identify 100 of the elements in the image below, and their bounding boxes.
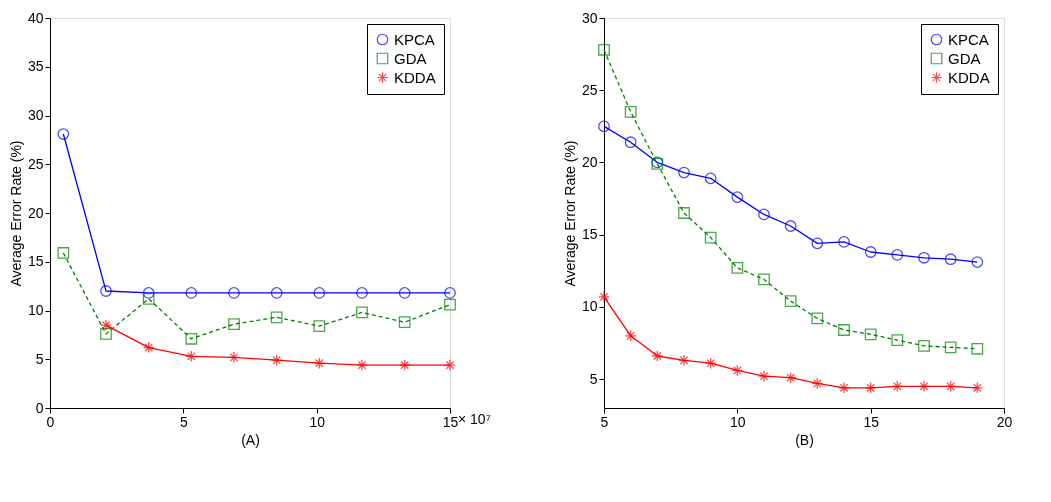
point: [918, 339, 930, 352]
point: [624, 105, 637, 118]
point: [142, 287, 155, 299]
point: [356, 287, 368, 299]
point: [100, 328, 112, 340]
point: [398, 287, 411, 299]
legend-label: KPCA: [394, 30, 435, 48]
point: [731, 261, 744, 274]
x-axis-title: (B): [795, 431, 814, 448]
y-tick-label: 0: [35, 399, 44, 416]
legend-label: KDDA: [948, 68, 990, 86]
x-tick-label: 0: [46, 413, 55, 430]
point: [624, 329, 637, 342]
point: [918, 380, 930, 393]
point: [731, 191, 744, 203]
x-tick-label: 10: [730, 413, 746, 430]
y-tick-label: 35: [27, 58, 44, 75]
point: [704, 357, 717, 370]
point: [398, 316, 411, 329]
y-tick-label: 10: [581, 298, 598, 315]
point: [758, 370, 770, 383]
point: [651, 350, 664, 362]
point: [971, 381, 984, 394]
x-tick-label: 15: [863, 413, 880, 430]
text: × 10⁷: [458, 411, 491, 427]
point: [811, 312, 824, 325]
point: [918, 251, 930, 264]
point: [444, 298, 456, 311]
point: [891, 380, 904, 393]
point: [758, 208, 770, 221]
y-tick-label: 25: [581, 81, 598, 98]
y-axis-title: Average Error Rate (%): [7, 140, 24, 287]
point: [838, 236, 850, 248]
point: [598, 290, 610, 303]
point: [313, 287, 326, 299]
y-tick-label: 30: [27, 107, 44, 123]
point: [944, 341, 957, 354]
y-tick-label: 20: [581, 153, 598, 170]
point: [784, 371, 797, 384]
point: [444, 359, 456, 371]
point: [864, 381, 877, 394]
y-tick-label: 10: [27, 302, 44, 318]
point: [270, 354, 283, 367]
legend-label: KPCA: [948, 30, 989, 48]
point: [891, 249, 904, 261]
point: [57, 247, 70, 259]
point: [704, 231, 717, 244]
point: [944, 380, 957, 393]
y-axis-title: Average Error Rate (%): [561, 140, 578, 287]
point: [444, 287, 456, 299]
x-tick-label: 10: [309, 413, 326, 430]
point: [731, 364, 744, 377]
point: [270, 311, 283, 324]
y-tick-label: 20: [27, 204, 44, 221]
point: [864, 328, 877, 341]
point: [100, 285, 112, 297]
y-tick-label: 15: [27, 253, 44, 270]
point: [228, 351, 240, 364]
x-tick-label: 5: [179, 413, 188, 430]
point: [838, 324, 850, 336]
point: [678, 207, 690, 219]
point: [57, 128, 70, 140]
y-tick-label: 5: [35, 350, 44, 367]
point: [228, 318, 240, 331]
point: [598, 120, 610, 133]
point: [891, 334, 904, 347]
point: [313, 320, 326, 332]
point: [811, 237, 824, 250]
point: [704, 172, 717, 185]
x-axis-title: (A): [241, 431, 260, 448]
point: [356, 306, 368, 319]
point: [784, 220, 797, 232]
point: [356, 359, 368, 371]
y-tick-label: 15: [581, 226, 598, 243]
x-tick-label: 20: [996, 413, 1013, 430]
y-tick-label: 30: [581, 9, 598, 26]
point: [971, 342, 984, 355]
point: [624, 136, 637, 149]
point: [678, 354, 690, 367]
x-tick-label: 15: [442, 413, 459, 430]
point: [598, 43, 610, 56]
point: [142, 292, 155, 305]
point: [185, 332, 198, 345]
point: [758, 273, 770, 286]
point: [811, 377, 824, 390]
y-tick-label: 25: [27, 155, 44, 172]
point: [971, 256, 984, 268]
point: [784, 295, 797, 308]
legend-label: KDDA: [394, 68, 436, 86]
point: [864, 246, 877, 258]
point: [678, 166, 690, 179]
point: [313, 357, 326, 370]
point: [185, 287, 198, 299]
point: [944, 253, 957, 266]
point: [100, 319, 112, 332]
legend-label: GDA: [948, 49, 981, 67]
legend-label: GDA: [394, 49, 427, 67]
point: [228, 287, 240, 299]
point: [185, 350, 198, 363]
point: [270, 287, 283, 299]
